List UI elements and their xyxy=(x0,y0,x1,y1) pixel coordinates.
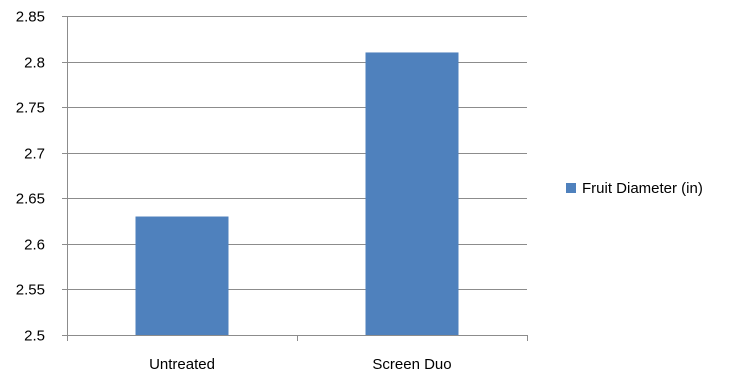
y-tick-label: 2.6 xyxy=(24,237,45,254)
y-tick-label: 2.5 xyxy=(24,328,45,345)
y-tick-label: 2.75 xyxy=(16,100,45,117)
x-tick-label: Untreated xyxy=(149,356,215,373)
y-tick-label: 2.65 xyxy=(16,191,45,208)
legend-swatch xyxy=(566,183,576,193)
legend: Fruit Diameter (in) xyxy=(566,180,703,197)
y-tick-label: 2.7 xyxy=(24,146,45,163)
legend-label: Fruit Diameter (in) xyxy=(582,180,703,197)
y-tick-label: 2.55 xyxy=(16,282,45,299)
y-tick-label: 2.8 xyxy=(24,55,45,72)
bar-untreated xyxy=(135,216,229,335)
bars xyxy=(135,52,459,335)
x-tick-label: Screen Duo xyxy=(372,356,451,373)
bar-screen-duo xyxy=(365,52,459,335)
axes: 2.5 2.55 2.6 2.65 2.7 2.75 2.8 2.85 Untreated Scr… xyxy=(16,9,528,373)
y-tick-label: 2.85 xyxy=(16,9,45,26)
